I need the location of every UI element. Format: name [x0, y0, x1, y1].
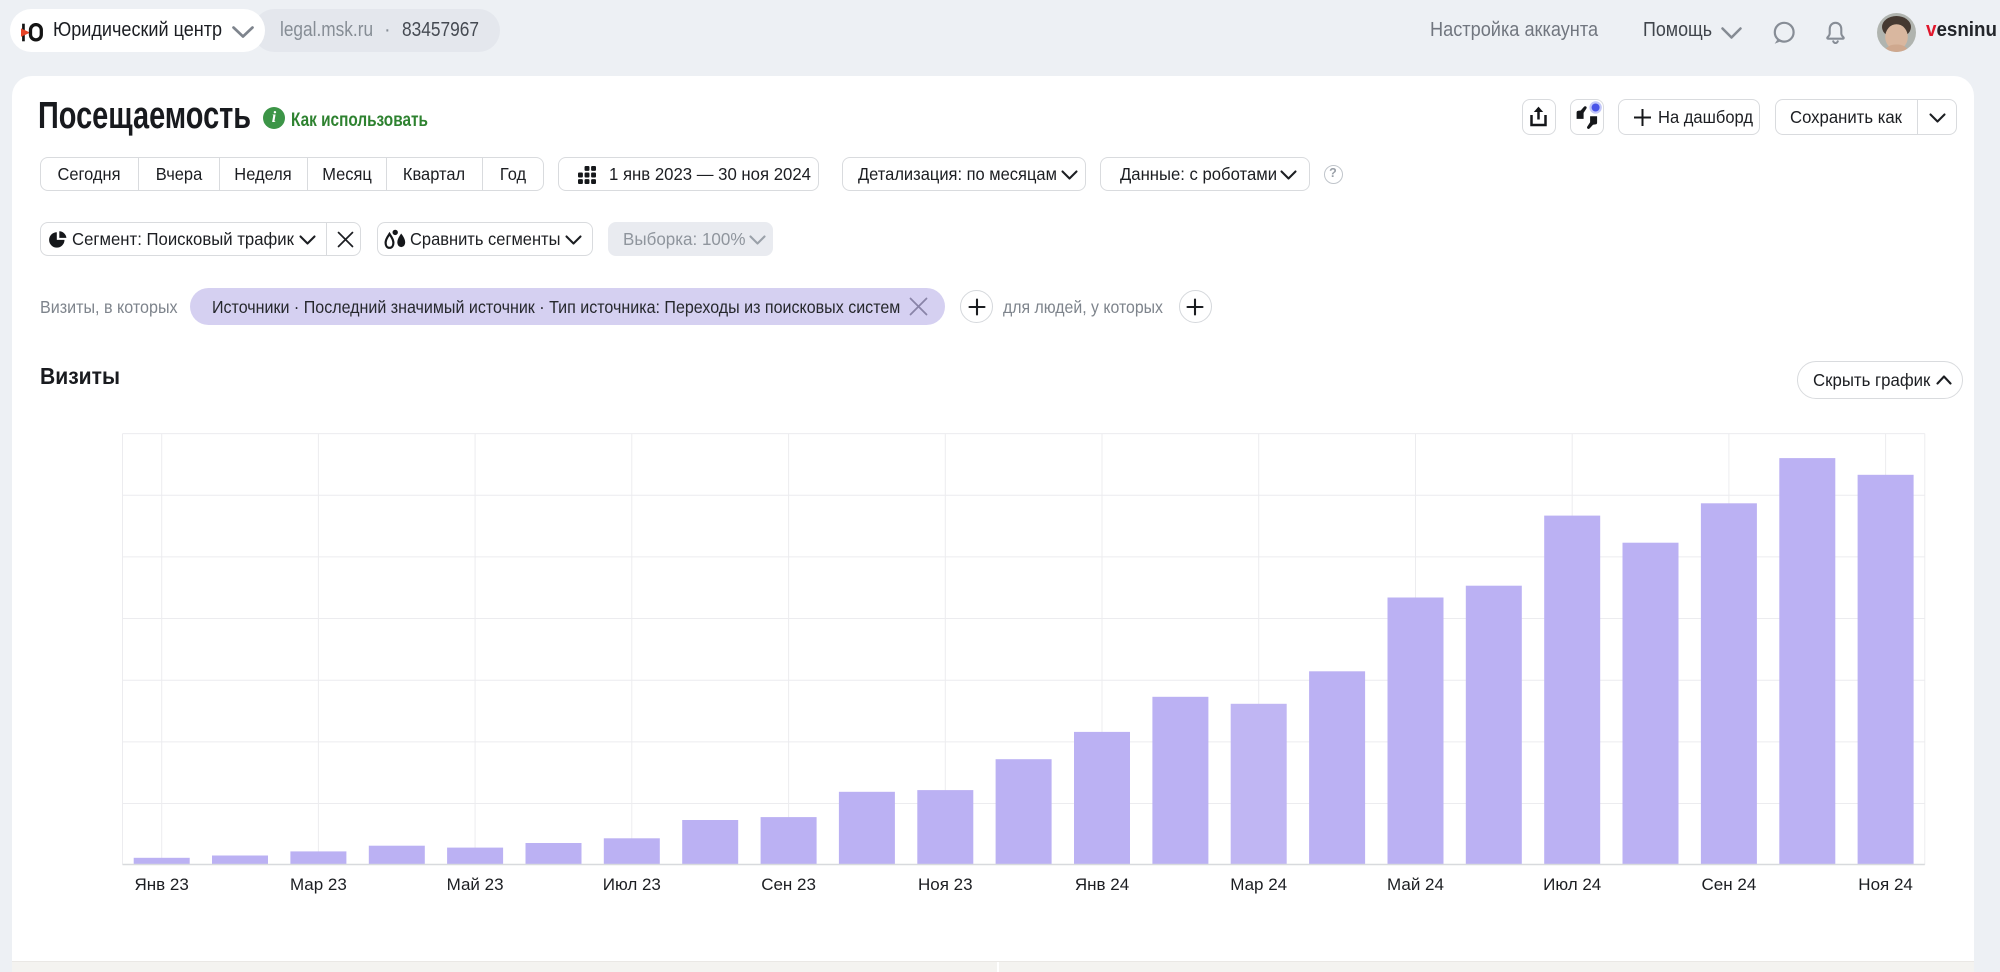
svg-text:Май 24: Май 24 [1387, 875, 1444, 894]
svg-text:Июл 24: Июл 24 [1543, 875, 1601, 894]
svg-text:Ноя 24: Ноя 24 [1858, 875, 1913, 894]
svg-text:Мар 23: Мар 23 [290, 875, 347, 894]
svg-text:Сен 24: Сен 24 [1702, 875, 1757, 894]
svg-text:Янв 24: Янв 24 [1075, 875, 1129, 894]
svg-text:Май 23: Май 23 [447, 875, 504, 894]
svg-text:Ноя 23: Ноя 23 [918, 875, 973, 894]
svg-text:Сен 23: Сен 23 [761, 875, 816, 894]
svg-text:Июл 23: Июл 23 [603, 875, 661, 894]
svg-text:Мар 24: Мар 24 [1230, 875, 1287, 894]
svg-text:Янв 23: Янв 23 [135, 875, 189, 894]
